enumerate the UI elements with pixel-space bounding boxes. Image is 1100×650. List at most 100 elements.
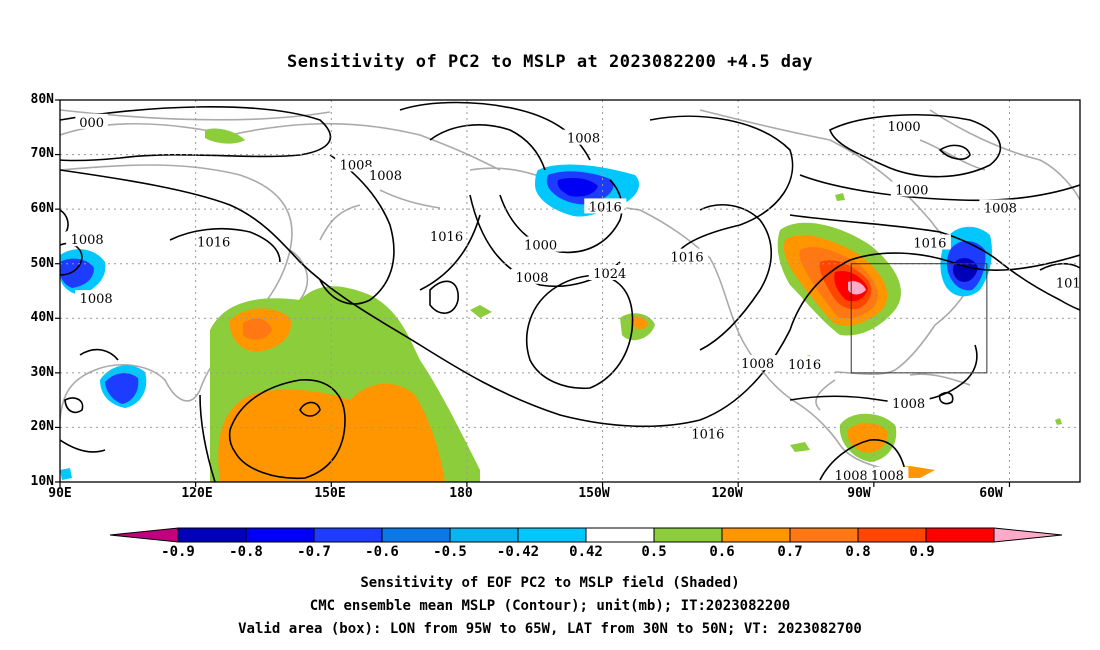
contour-label: 1000 — [888, 120, 921, 135]
lon-label-150e: 150E — [314, 486, 346, 501]
contour-label-bg — [736, 355, 779, 371]
lat-label-20n: 20N — [30, 419, 54, 434]
contour-label: 1008 — [567, 132, 600, 147]
contour-label: 1008 — [369, 169, 402, 184]
colorbar — [109, 527, 1063, 543]
colorbar-label: 0.42 — [569, 544, 603, 560]
lon-label-150w: 150W — [578, 486, 610, 501]
contour-label: 1016 — [671, 251, 704, 266]
contour-label: 1000 — [524, 239, 557, 254]
sensitivity-shading — [60, 128, 1062, 482]
contour-label-bg — [562, 129, 605, 145]
contour-label-bg — [584, 198, 627, 214]
colorbar-label: 0.7 — [777, 544, 803, 560]
contour-label-bg — [75, 113, 108, 129]
colorbar-segment — [857, 527, 927, 543]
colorbar-label: 0.9 — [909, 544, 935, 560]
lat-label-30n: 30N — [30, 365, 54, 380]
colorbar-segment — [381, 527, 451, 543]
contour-label-bg — [890, 181, 933, 197]
contour-label: 1016 — [197, 235, 230, 250]
colorbar-label: -0.7 — [297, 544, 331, 560]
colorbar-label: 0.6 — [709, 544, 735, 560]
contour-label: 1008 — [835, 469, 868, 484]
colorbar-label: -0.6 — [365, 544, 399, 560]
contour-label: 1016 — [913, 236, 946, 251]
coastlines — [60, 109, 1080, 471]
contour-label-bg — [192, 233, 235, 249]
lon-label-120e: 120E — [181, 486, 213, 501]
lat-label-10n: 10N — [30, 474, 54, 489]
lat-label-70n: 70N — [30, 146, 54, 161]
colorbar-segment — [789, 527, 859, 543]
colorbar-segment — [449, 527, 519, 543]
lon-label-90w: 90W — [847, 486, 871, 501]
contour-label: 1008 — [984, 202, 1017, 217]
colorbar-segment — [721, 527, 791, 543]
contour-label: 000 — [79, 116, 104, 131]
contour-label-bg — [686, 425, 729, 441]
contour-label-bg — [519, 236, 562, 252]
contour-label: 1008 — [80, 292, 113, 307]
lat-label-50n: 50N — [30, 256, 54, 271]
colorbar-segment — [585, 527, 655, 543]
footer-line-contour: CMC ensemble mean MSLP (Contour); unit(m… — [309, 598, 791, 614]
contour-label-bg — [1051, 274, 1080, 290]
contour-label: 1008 — [741, 357, 774, 372]
colorbar-end-low — [109, 527, 179, 543]
colorbar-label: -0.5 — [433, 544, 467, 560]
axis-ticks — [55, 99, 1011, 487]
contour-label: 1008 — [515, 271, 548, 286]
footer-line-shaded: Sensitivity of EOF PC2 to MSLP field (Sh… — [360, 575, 740, 591]
colorbar-label: 0.8 — [845, 544, 871, 560]
grid-lines — [60, 100, 1080, 482]
contour-label-bg — [511, 268, 554, 284]
contour-label: 1008 — [71, 233, 104, 248]
contour-label: 1008 — [340, 158, 373, 173]
contour-label-bg — [979, 199, 1022, 215]
lat-label-40n: 40N — [30, 310, 54, 325]
colorbar-end-high — [993, 527, 1063, 543]
contour-label-bg — [908, 234, 951, 250]
contour-label-bg — [364, 166, 407, 182]
colorbar-segment — [653, 527, 723, 543]
colorbar-segment — [177, 527, 247, 543]
contour-label-bg — [666, 248, 709, 264]
colorbar-segment — [517, 527, 587, 543]
colorbar-label: 0.5 — [641, 544, 667, 560]
contour-label-bg — [588, 264, 631, 280]
plot-frame — [59, 99, 1081, 483]
colorbar-segment — [925, 527, 995, 543]
contour-label-bg — [75, 290, 118, 306]
contour-label: 1016 — [788, 358, 821, 373]
lon-label-120w: 120W — [711, 486, 743, 501]
contour-label: 1016 — [589, 200, 622, 215]
contour-label-bg — [830, 466, 873, 482]
contour-label: 1016 — [430, 230, 463, 245]
lat-label-60n: 60N — [30, 201, 54, 216]
lon-label-180: 180 — [449, 486, 473, 501]
contour-label: 1016 — [691, 427, 724, 442]
contour-label: 1008 — [871, 469, 904, 484]
contour-label-bg — [783, 356, 826, 372]
contour-label-bg — [866, 466, 909, 482]
valid-area-box — [850, 263, 988, 374]
colorbar-label: -0.42 — [496, 544, 540, 560]
colorbar-label: -0.8 — [229, 544, 263, 560]
contour-label: 1000 — [895, 183, 928, 198]
colorbar-segment — [313, 527, 383, 543]
contour-label-bg — [66, 231, 109, 247]
lat-label-80n: 80N — [30, 92, 54, 107]
contour-label-bg — [425, 227, 468, 243]
lon-label-90e: 90E — [48, 486, 72, 501]
contour-label-bg — [883, 118, 926, 134]
lon-label-60w: 60W — [979, 486, 1003, 501]
footer-line-valid-area: Valid area (box): LON from 95W to 65W, L… — [238, 621, 862, 637]
mslp-contours — [60, 101, 1080, 482]
map-title: Sensitivity of PC2 to MSLP at 2023082200… — [286, 52, 813, 72]
colorbar-label: -0.9 — [161, 544, 195, 560]
contour-label-bg — [887, 394, 930, 410]
contour-label: 1024 — [593, 267, 626, 282]
